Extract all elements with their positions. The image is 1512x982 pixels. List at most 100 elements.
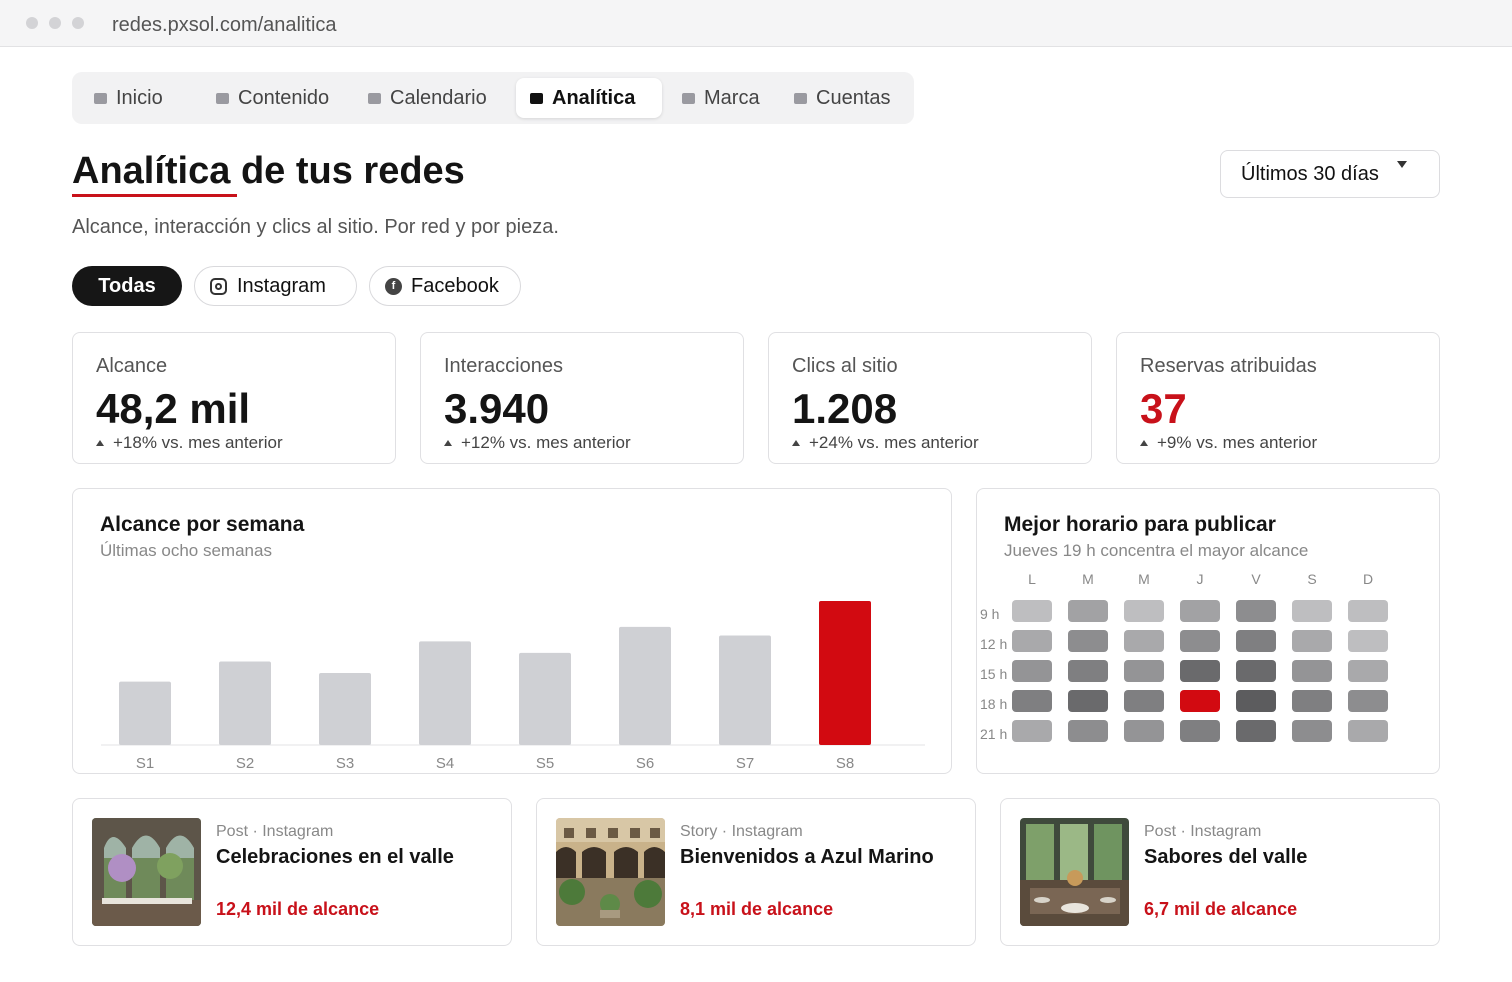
heatmap-cell[interactable] (1012, 690, 1052, 712)
heatmap-cell[interactable] (1124, 720, 1164, 742)
heatmap-cell[interactable] (1180, 600, 1220, 622)
arrow-up-icon (792, 440, 800, 446)
bar-s7[interactable] (719, 635, 771, 745)
kpi-delta: +9% vs. mes anterior (1140, 433, 1317, 453)
post-thumbnail (556, 818, 665, 926)
bar-s2[interactable] (219, 661, 271, 745)
kpi-value: 3.940 (444, 385, 550, 432)
heatmap-cell[interactable] (1236, 600, 1276, 622)
tab-label: Analítica (552, 86, 636, 109)
window-minimize-dot[interactable] (49, 17, 61, 29)
date-range-select[interactable]: Últimos 30 días (1220, 150, 1440, 198)
tab-cuentas[interactable]: Cuentas (794, 78, 891, 118)
heatmap-cell[interactable] (1012, 660, 1052, 682)
heatmap-cell[interactable] (1124, 690, 1164, 712)
kpi-delta-text: +12% vs. mes anterior (461, 433, 631, 452)
filter-label: Facebook (411, 274, 499, 297)
heatmap-cell[interactable] (1012, 600, 1052, 622)
filter-todas[interactable]: Todas (72, 266, 182, 306)
analitica-icon (530, 92, 543, 104)
kpi-reservas: Reservas atribuidas 37 +9% vs. mes anter… (1116, 332, 1440, 464)
tab-label: Cuentas (816, 86, 891, 109)
window-zoom-dot[interactable] (72, 17, 84, 29)
heatmap-cell[interactable] (1180, 660, 1220, 682)
tab-inicio[interactable]: Inicio (94, 78, 163, 118)
heatmap-cell[interactable] (1292, 720, 1332, 742)
tab-marca[interactable]: Marca (682, 78, 760, 118)
heatmap-cell[interactable] (1348, 630, 1388, 652)
filter-instagram[interactable]: Instagram (194, 266, 357, 306)
bar-s1[interactable] (119, 681, 171, 745)
heatmap-hour-label: 9 h (980, 606, 1000, 622)
heatmap-cell[interactable] (1068, 690, 1108, 712)
weekly-reach-card: Alcance por semana Últimas ocho semanas … (72, 488, 952, 774)
tab-contenido[interactable]: Contenido (216, 78, 329, 118)
heatmap-cell[interactable] (1124, 660, 1164, 682)
heatmap-cell[interactable] (1348, 690, 1388, 712)
heatmap-day-label: S (1307, 571, 1317, 587)
post-title: Sabores del valle (1144, 846, 1308, 868)
tab-analitica[interactable]: Analítica (516, 78, 662, 118)
heatmap-cell[interactable] (1068, 660, 1108, 682)
heatmap-cell[interactable] (1292, 690, 1332, 712)
heatmap-cell[interactable] (1236, 720, 1276, 742)
bar-s5[interactable] (519, 652, 571, 745)
tab-calendario[interactable]: Calendario (368, 78, 487, 118)
weekly-chart-title: Alcance por semana (100, 513, 305, 536)
bar-s8[interactable] (819, 601, 871, 745)
heatmap-cell[interactable] (1068, 630, 1108, 652)
post-meta: Post · Instagram (216, 823, 334, 840)
kpi-value: 48,2 mil (96, 385, 251, 432)
filter-label: Instagram (237, 274, 326, 297)
heatmap-cell[interactable] (1012, 720, 1052, 742)
heatmap-cell[interactable] (1348, 660, 1388, 682)
x-tick-label: S7 (736, 755, 754, 772)
browser-bar: redes.pxsol.com/analitica (0, 0, 1512, 47)
post-card[interactable]: Story · Instagram Bienvenidos a Azul Mar… (536, 798, 976, 946)
heatmap-cell[interactable] (1292, 660, 1332, 682)
heatmap-cell[interactable] (1124, 600, 1164, 622)
heatmap-cell[interactable] (1180, 690, 1220, 712)
heatmap-cell[interactable] (1068, 720, 1108, 742)
heatmap-day-label: J (1196, 571, 1204, 587)
address-bar[interactable]: redes.pxsol.com/analitica (112, 14, 337, 36)
inicio-icon (94, 92, 107, 104)
heatmap-cell[interactable] (1236, 690, 1276, 712)
heatmap-cell[interactable] (1180, 630, 1220, 652)
x-tick-label: S2 (236, 755, 254, 772)
kpi-delta-text: +18% vs. mes anterior (113, 433, 283, 452)
bar-s6[interactable] (619, 626, 671, 745)
contenido-icon (216, 92, 229, 104)
heatmap-hour-label: 18 h (980, 696, 1008, 712)
arrow-up-icon (444, 440, 452, 446)
heatmap-cell[interactable] (1236, 660, 1276, 682)
heatmap-cell[interactable] (1348, 600, 1388, 622)
x-tick-label: S5 (536, 755, 554, 772)
marca-icon (682, 92, 695, 104)
heatmap-cell[interactable] (1292, 600, 1332, 622)
bar-s4[interactable] (419, 641, 471, 745)
heatmap-hour-label: 12 h (980, 636, 1008, 652)
post-meta: Post · Instagram (1144, 823, 1262, 840)
kpi-clics: Clics al sitio 1.208 +24% vs. mes anteri… (768, 332, 1092, 464)
bar-s3[interactable] (319, 673, 371, 745)
heatmap-cell[interactable] (1236, 630, 1276, 652)
heatmap-cell[interactable] (1124, 630, 1164, 652)
heatmap-day-label: L (1028, 571, 1036, 587)
heatmap-cell[interactable] (1012, 630, 1052, 652)
post-card[interactable]: Post · Instagram Celebraciones en el val… (72, 798, 512, 946)
heatmap-cell[interactable] (1068, 600, 1108, 622)
calendario-icon (368, 92, 381, 104)
post-card[interactable]: Post · Instagram Sabores del valle 6,7 m… (1000, 798, 1440, 946)
instagram-icon (210, 277, 227, 295)
kpi-delta-text: +24% vs. mes anterior (809, 433, 979, 452)
tab-label: Inicio (116, 86, 163, 109)
post-thumbnail (92, 818, 201, 926)
heatmap-cell[interactable] (1180, 720, 1220, 742)
heatmap-cell[interactable] (1292, 630, 1332, 652)
filter-facebook[interactable]: f Facebook (369, 266, 521, 306)
heatmap-hour-label: 15 h (980, 666, 1008, 682)
x-tick-label: S6 (636, 755, 654, 772)
heatmap-cell[interactable] (1348, 720, 1388, 742)
window-close-dot[interactable] (26, 17, 38, 29)
